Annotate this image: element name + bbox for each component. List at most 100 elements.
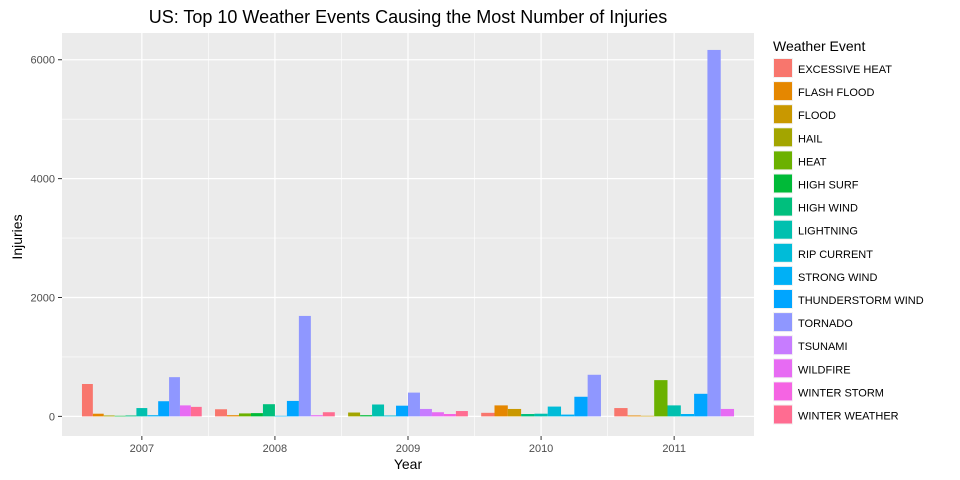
- x-tick-label: 2009: [396, 443, 420, 455]
- legend-label: HIGH WIND: [798, 203, 858, 215]
- legend-label: WINTER STORM: [798, 387, 884, 399]
- legend-label: STRONG WIND: [798, 272, 877, 284]
- legend-swatch: [774, 243, 792, 262]
- legend-label: FLASH FLOOD: [798, 87, 874, 99]
- y-axis-title: Injuries: [9, 214, 25, 259]
- bar-2008-flash-flood: [227, 415, 239, 417]
- bar-2007-thunderstorm-wind: [158, 401, 170, 417]
- bar-2008-wildfire: [310, 415, 323, 417]
- bars: [81, 49, 735, 417]
- bar-2010-flash-flood: [494, 405, 508, 417]
- bar-2008-winter-weather: [322, 412, 335, 417]
- bar-2007-high-surf: [114, 415, 126, 417]
- bar-2009-high-surf: [360, 415, 373, 417]
- legend-swatch: [774, 174, 792, 193]
- y-axis: 0 2000 4000 6000: [31, 55, 62, 423]
- legend-title: Weather Event: [773, 38, 865, 54]
- bar-2011-tornado: [707, 49, 721, 417]
- legend-label: HIGH SURF: [798, 180, 859, 192]
- bar-2010-flood: [507, 408, 522, 417]
- bar-2007-flash-flood: [92, 413, 104, 417]
- bar-2011-flash-flood: [627, 415, 641, 417]
- bar-2010-high-wind: [521, 414, 535, 417]
- legend-items: EXCESSIVE HEAT FLASH FLOOD FLOOD HAIL HEAT HI…: [773, 58, 924, 425]
- legend-label: HEAT: [798, 156, 827, 168]
- legend-label: TORNADO: [798, 318, 853, 330]
- bar-2009-rip-current: [384, 415, 397, 417]
- x-tick-label: 2011: [662, 443, 686, 455]
- bar-2011-flood: [640, 415, 655, 417]
- bar-2008-tornado: [298, 315, 311, 417]
- legend-label: FLOOD: [798, 110, 836, 122]
- bar-2011-excessive-heat: [614, 408, 628, 417]
- chart-title: US: Top 10 Weather Events Causing the Mo…: [149, 7, 668, 27]
- y-tick-label: 4000: [31, 174, 55, 186]
- x-tick-label: 2008: [263, 443, 287, 455]
- bar-2011-heat: [654, 380, 668, 417]
- legend-swatch: [774, 82, 792, 101]
- bar-2010-rip-current: [547, 406, 562, 417]
- legend-label: WILDFIRE: [798, 364, 851, 376]
- y-tick-label: 0: [49, 411, 55, 423]
- x-tick-label: 2007: [130, 443, 154, 455]
- y-tick-label: 2000: [31, 293, 55, 305]
- bar-2007-wildfire: [179, 405, 191, 417]
- legend-swatch: [774, 105, 792, 124]
- legend-label: THUNDERSTORM WIND: [798, 295, 924, 307]
- legend: Weather Event EXCESSIVE HEAT FLASH FLOOD F…: [773, 38, 924, 425]
- y-tick-label: 6000: [31, 55, 55, 67]
- legend-swatch: [774, 59, 792, 77]
- bar-2009-tornado: [408, 392, 420, 417]
- x-axis-title: Year: [394, 456, 423, 472]
- bar-2007-excessive-heat: [81, 383, 93, 417]
- bar-2011-thunderstorm-wind: [694, 393, 708, 417]
- bar-2008-thunderstorm-wind: [286, 400, 299, 417]
- bar-2007-high-wind: [125, 415, 137, 417]
- bar-2010-lightning: [534, 413, 548, 417]
- x-tick-label: 2010: [529, 443, 553, 455]
- bar-2010-thunderstorm-wind: [574, 396, 588, 417]
- bar-2010-tornado: [587, 374, 601, 417]
- legend-swatch: [774, 151, 792, 170]
- legend-swatch: [774, 382, 792, 401]
- bar-2011-wildfire: [720, 408, 735, 417]
- legend-swatch: [774, 313, 792, 332]
- bar-2008-excessive-heat: [215, 409, 228, 417]
- bar-2009-thunderstorm-wind: [396, 405, 408, 417]
- x-axis: 2007 2008 2009 2010 2011: [130, 436, 686, 455]
- bar-2009-tsunami: [419, 408, 432, 417]
- bar-2008-high-surf: [250, 413, 263, 417]
- legend-swatch: [774, 266, 792, 285]
- bar-2008-strong-wind: [274, 415, 287, 417]
- bar-2007-lightning: [136, 408, 148, 417]
- bar-2008-heat: [238, 413, 251, 417]
- bar-2009-lightning: [372, 404, 385, 417]
- legend-label: EXCESSIVE HEAT: [798, 64, 892, 76]
- bar-2008-high-wind: [262, 404, 275, 417]
- bar-2009-winter-storm: [443, 414, 456, 417]
- legend-swatch: [774, 405, 792, 424]
- bar-2007-tornado: [169, 377, 180, 417]
- legend-label: WINTER WEATHER: [798, 411, 899, 423]
- legend-label: LIGHTNING: [798, 226, 858, 238]
- bar-2009-wildfire: [431, 412, 444, 417]
- legend-label: RIP CURRENT: [798, 249, 873, 261]
- legend-swatch: [774, 197, 792, 216]
- bar-2010-excessive-heat: [481, 412, 495, 417]
- legend-swatch: [774, 128, 792, 147]
- legend-swatch: [774, 290, 792, 308]
- bar-2009-hail: [348, 412, 361, 417]
- bar-2011-lightning: [667, 405, 681, 417]
- legend-swatch: [774, 359, 792, 378]
- bar-2007-winter-weather: [190, 406, 202, 417]
- bar-2009-winter-weather: [455, 411, 468, 417]
- bar-2007-hail: [103, 415, 115, 417]
- legend-label: TSUNAMI: [798, 341, 848, 353]
- legend-swatch: [774, 220, 792, 239]
- bar-2007-strong-wind: [147, 415, 159, 417]
- legend-swatch: [774, 336, 792, 355]
- bar-2010-strong-wind: [561, 414, 575, 417]
- legend-label: HAIL: [798, 133, 822, 145]
- bar-2011-strong-wind: [680, 414, 695, 417]
